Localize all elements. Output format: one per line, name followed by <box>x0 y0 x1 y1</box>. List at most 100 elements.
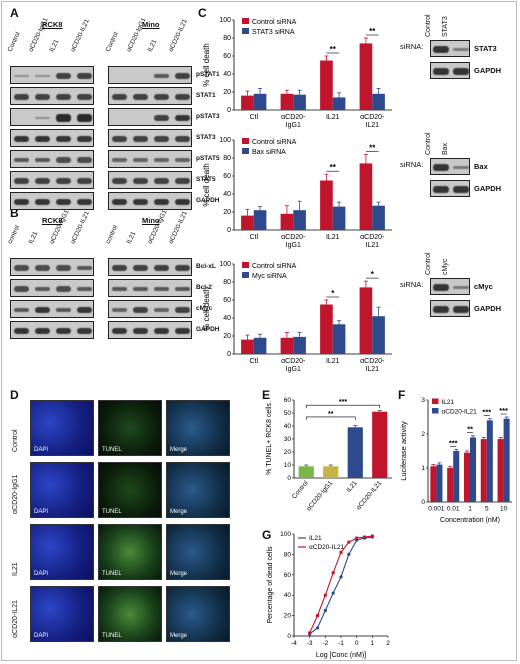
blot-row-right <box>108 87 192 105</box>
y-tick-label: 0 <box>227 351 231 358</box>
x-tick-label: 10 <box>500 506 508 513</box>
blot-row-left <box>10 321 94 339</box>
sirna-prefix: siRNA: <box>400 42 424 51</box>
blot-band <box>132 177 149 185</box>
row-label: IL21 <box>12 562 19 576</box>
bar <box>359 163 373 230</box>
blot-row-right <box>108 129 192 147</box>
blot-band <box>55 327 72 335</box>
bar <box>320 60 333 110</box>
x-tick-label-line: IL21 <box>365 122 379 129</box>
chart-g-dose-response: 0 20 40 60 80 100 -4 -3 -2 -1 0 1 2 Log [Conc (nM)] Pe… <box>267 531 390 659</box>
blot-band <box>174 177 191 185</box>
x-tick-label: αCD20-IL21 <box>360 114 385 129</box>
blot-row-right <box>108 108 192 126</box>
group-label-left: RCK8 <box>42 216 63 225</box>
micrograph-tile: DAPI <box>30 586 94 642</box>
panel-label-e: E <box>262 388 271 402</box>
marker-label: GAPDH <box>196 326 220 333</box>
significance-label: *** <box>449 438 458 447</box>
x-tick-label: αCD20-IgG1 <box>281 358 306 373</box>
blot-band <box>55 198 72 206</box>
x-tick-label: IL21 <box>326 358 340 365</box>
y-tick-label: 80 <box>223 35 231 42</box>
y-tick-label: 100 <box>219 17 231 24</box>
y-axis-label: % TUNEL+ RCK8 cells <box>266 403 273 475</box>
blot-band <box>433 68 449 75</box>
x-tick-label: 0.01 <box>447 506 460 513</box>
blot-band <box>132 286 149 292</box>
blot-band <box>111 93 128 101</box>
x-tick-label: 0 <box>355 640 359 647</box>
bar <box>372 411 388 478</box>
micrograph-tile: TUNEL <box>98 586 162 642</box>
x-tick-label-line: IgG1 <box>286 122 301 129</box>
tile-label: DAPI <box>34 509 49 515</box>
x-tick-label-line: 1 <box>468 506 472 513</box>
bar <box>323 466 339 478</box>
x-tick-label: IL21 <box>326 234 340 241</box>
bar <box>280 337 294 354</box>
bar <box>486 420 493 502</box>
bar <box>463 452 470 502</box>
blot-band <box>13 307 30 313</box>
legend-label: Control siRNA <box>252 19 297 26</box>
blot-band <box>174 93 191 101</box>
blot-band <box>174 72 191 80</box>
blot-row-right <box>108 258 192 276</box>
significance-label: ** <box>330 163 337 172</box>
bar <box>332 97 346 110</box>
y-tick-label: 60 <box>223 53 231 60</box>
blot-band <box>111 264 128 272</box>
x-tick-label-line: IL21 <box>326 114 340 121</box>
blot-band <box>174 198 191 206</box>
y-axis-label: % cell death <box>202 287 211 331</box>
blot-band <box>433 306 449 313</box>
blot-band <box>76 198 93 206</box>
side-blot-row <box>430 62 470 79</box>
significance-label: * <box>331 289 335 298</box>
micrograph-tile: TUNEL <box>98 400 162 456</box>
blot-band <box>76 286 93 292</box>
blot-band <box>13 157 30 163</box>
side-blot-row <box>430 300 470 317</box>
blot-band <box>34 117 51 119</box>
blot-band <box>132 93 149 101</box>
data-point <box>315 626 320 630</box>
blot-band <box>13 286 30 292</box>
blot-band <box>13 327 30 335</box>
y-axis-label: Percentage of dead cells <box>267 546 274 624</box>
legend-swatch <box>242 28 249 34</box>
blot-band <box>111 198 128 206</box>
micrograph-tile: TUNEL <box>98 462 162 518</box>
x-tick-label: αCD20-IL21 <box>355 480 383 512</box>
y-tick-label: 80 <box>223 155 231 162</box>
micrograph-tile: DAPI <box>30 524 94 580</box>
y-tick-label: 0 <box>227 107 231 114</box>
blot-band <box>433 46 449 53</box>
blot-band <box>453 166 469 169</box>
significance-label: *** <box>499 406 508 415</box>
data-point <box>339 550 343 554</box>
row-label: αCD20-IL21 <box>12 600 19 638</box>
blot-band <box>55 286 72 292</box>
blot-row-right <box>108 321 192 339</box>
blot-row-left <box>10 108 94 126</box>
blot-band <box>433 164 449 171</box>
significance-label: *** <box>339 399 347 406</box>
x-tick-label-line: 0.001 <box>428 506 445 513</box>
x-tick-label-line: Ctl <box>249 114 258 121</box>
blot-band <box>174 158 191 162</box>
blot-band <box>76 72 93 80</box>
legend-label: Bax siRNA <box>252 149 286 156</box>
y-tick-label: 0 <box>421 499 425 506</box>
marker-label: STAT3 <box>196 134 216 141</box>
y-axis-label: Luciferase activity <box>399 421 408 481</box>
panel-label-a: A <box>10 6 19 20</box>
bar <box>453 451 460 502</box>
x-tick-label-line: αCD20- <box>360 234 385 241</box>
x-tick-label: αCD20-IgG1 <box>305 479 334 512</box>
side-marker-label: GAPDH <box>474 184 502 193</box>
x-tick-label-line: 5 <box>485 506 489 513</box>
y-tick-label: 20 <box>223 89 231 96</box>
